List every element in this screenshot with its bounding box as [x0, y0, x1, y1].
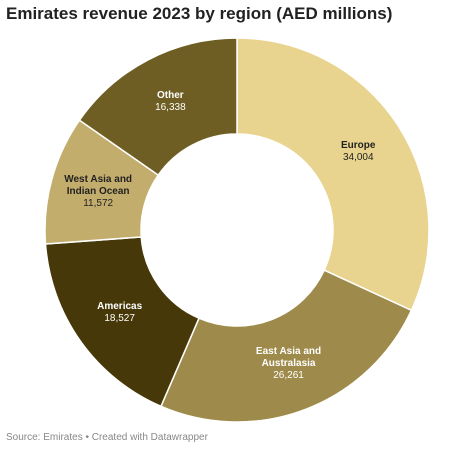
category-label: East Asia and Australasia — [255, 346, 322, 370]
value-label: 26,261 — [273, 370, 304, 382]
donut-slice — [44, 236, 200, 408]
source-note: Source: Emirates • Created with Datawrap… — [6, 432, 208, 443]
category-label: Other — [157, 90, 184, 102]
category-label: Europe — [341, 140, 376, 152]
slice-label: Other 16,338 — [128, 90, 212, 114]
donut-slice — [159, 269, 413, 423]
chart-title: Emirates revenue 2023 by region (AED mil… — [6, 4, 393, 23]
slice-label: West Asia and Indian Ocean 11,572 — [56, 174, 140, 210]
category-label: Americas — [97, 301, 143, 313]
slice-label: Americas 18,527 — [78, 301, 162, 325]
value-label: 11,572 — [83, 197, 114, 209]
value-label: 16,338 — [155, 102, 186, 114]
category-label: West Asia and Indian Ocean — [64, 173, 133, 197]
value-label: 34,004 — [342, 152, 374, 164]
donut-slice — [236, 37, 430, 312]
slice-label: Europe 34,004 — [316, 140, 400, 164]
donut-slice — [78, 37, 238, 177]
slice-label: East Asia and Australasia 26,261 — [247, 346, 331, 382]
value-label: 18,527 — [104, 313, 135, 325]
